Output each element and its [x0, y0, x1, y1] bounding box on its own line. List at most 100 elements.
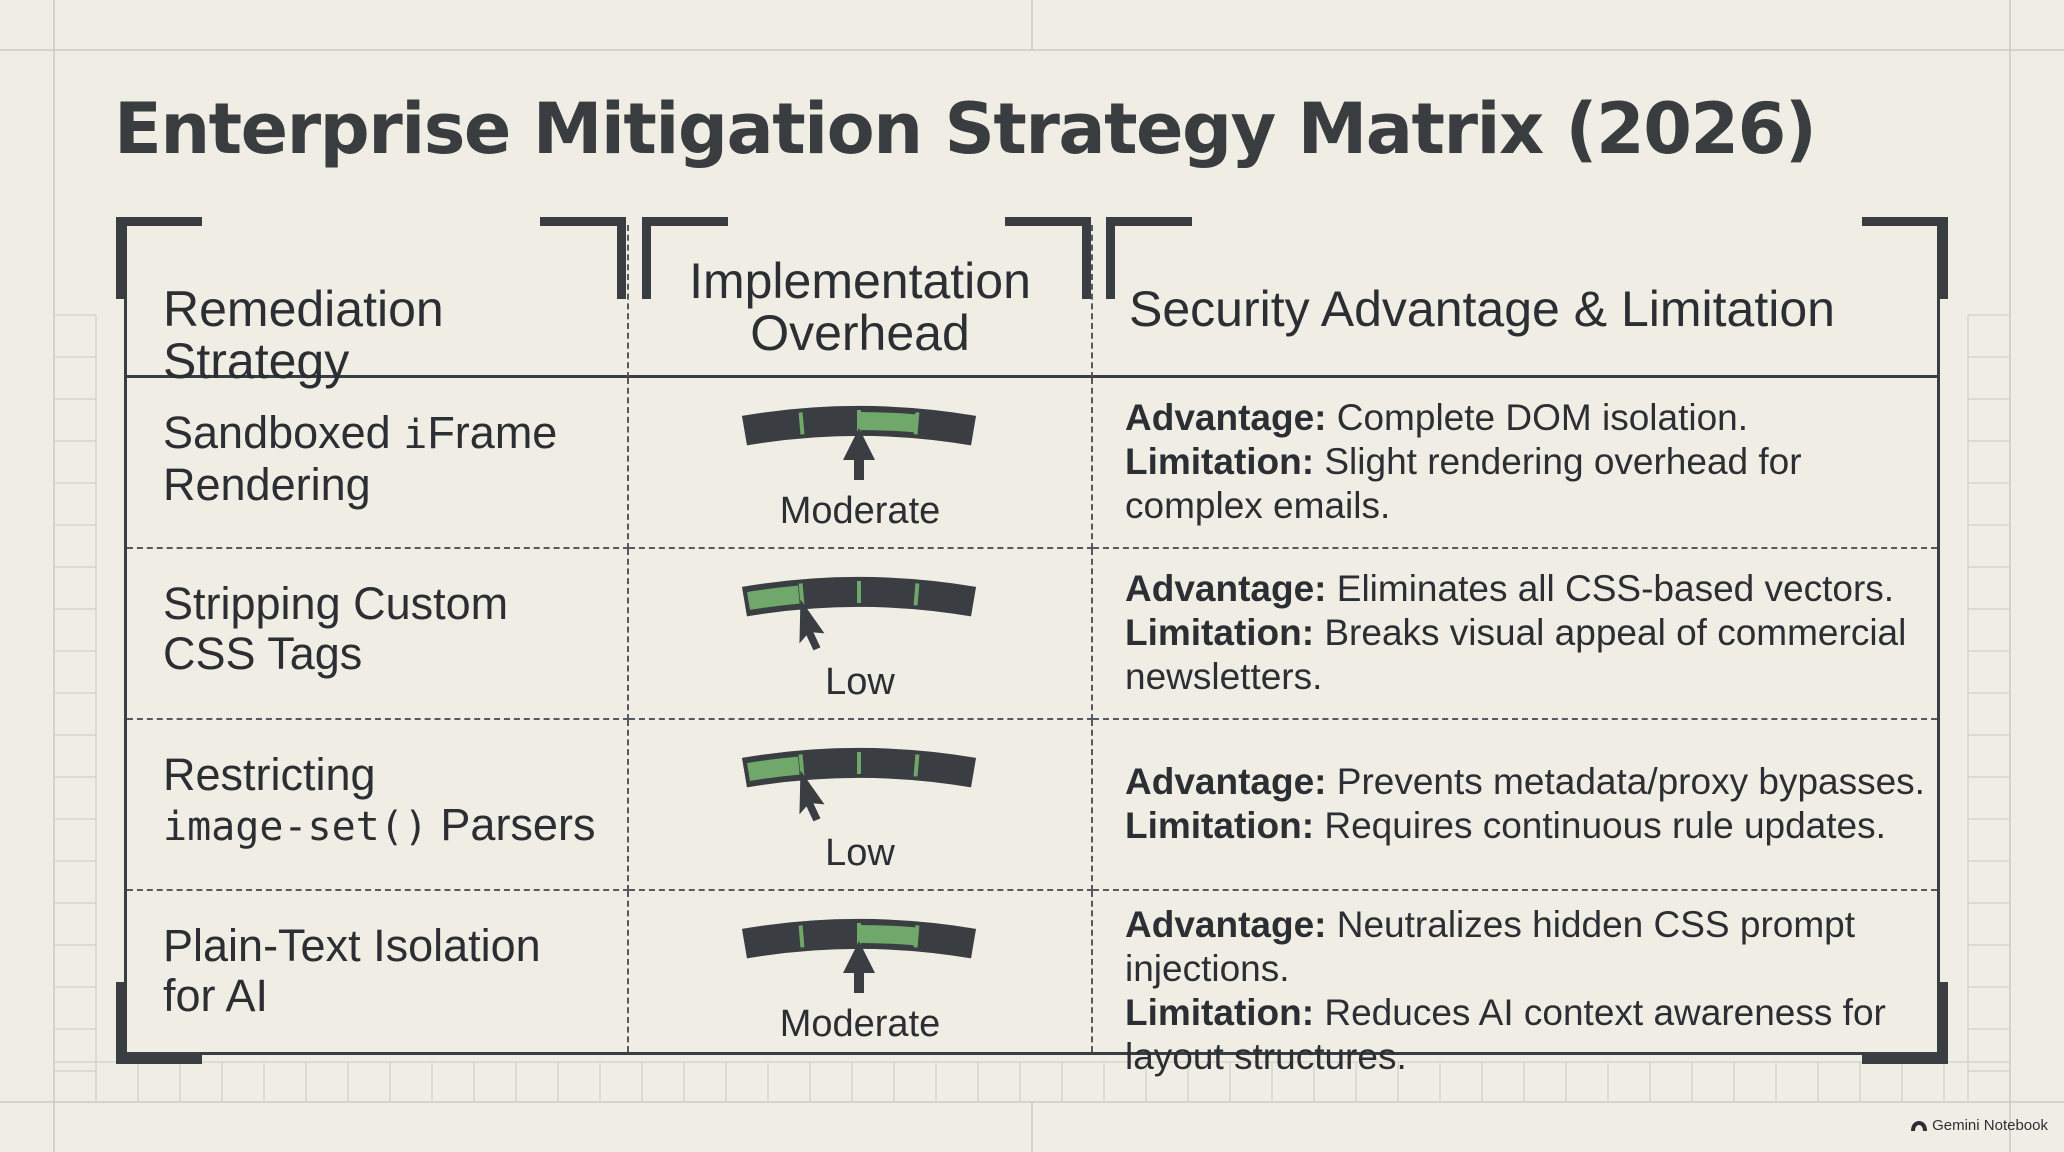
bracket-segment: [1939, 982, 1948, 1064]
security-text: Advantage: Prevents metadata/proxy bypas…: [1125, 760, 1945, 848]
advantage-text: Prevents metadata/proxy bypasses.: [1326, 761, 1925, 802]
page-title: Enterprise Mitigation Strategy Matrix (2…: [114, 88, 1817, 170]
header-overhead-line2: Overhead: [750, 305, 970, 361]
footer-brand: Gemini Notebook: [1910, 1117, 2048, 1134]
bracket-segment: [642, 217, 728, 226]
advantage-line: Advantage: Eliminates all CSS-based vect…: [1125, 567, 1945, 611]
strategy-label: Restricting image-set() Parsers: [163, 750, 595, 852]
row-1-security: Advantage: Complete DOM isolation. Limit…: [1093, 378, 1937, 549]
row-3-security: Advantage: Prevents metadata/proxy bypas…: [1093, 720, 1937, 891]
bracket-segment: [540, 217, 626, 226]
bracket-segment: [116, 1055, 202, 1064]
gauge-tick: [798, 583, 805, 606]
overhead-label: Moderate: [779, 490, 941, 532]
limitation-line: Limitation: Slight rendering overhead fo…: [1125, 440, 1945, 528]
strategy-matrix: Remediation Strategy Implementation Over…: [124, 225, 1940, 1077]
row-3-strategy: Restricting image-set() Parsers: [127, 720, 629, 891]
strategy-line1: Plain-Text Isolation: [163, 920, 541, 971]
gauge-tick: [913, 925, 920, 948]
limitation-line: Limitation: Reduces AI context awareness…: [1125, 991, 1955, 1079]
security-text: Advantage: Eliminates all CSS-based vect…: [1125, 567, 1945, 699]
strategy-label: Stripping Custom CSS Tags: [163, 579, 508, 679]
strategy-line2: image-set() Parsers: [163, 800, 595, 852]
advantage-line: Advantage: Prevents metadata/proxy bypas…: [1125, 760, 1945, 804]
limitation-text: Breaks visual appeal of commercial newsl…: [1125, 612, 1907, 697]
gauge-tick: [798, 754, 805, 777]
strategy-line1: Sandboxed iFrame: [163, 407, 558, 459]
advantage-text: Neutralizes hidden CSS prompt injections…: [1125, 904, 1856, 989]
bracket-segment: [116, 217, 125, 299]
notebook-icon: [1911, 1120, 1928, 1131]
bracket-segment: [1106, 217, 1192, 226]
gauge-fill: [860, 412, 918, 433]
row-2-security: Advantage: Eliminates all CSS-based vect…: [1093, 549, 1937, 720]
overhead-gauge: [741, 748, 977, 822]
bracket-segment: [1862, 1055, 1948, 1064]
limitation-keyword: Limitation:: [1125, 805, 1315, 846]
gauge-pointer-icon: [799, 599, 825, 651]
gauge-tick: [913, 583, 920, 606]
security-text: Advantage: Complete DOM isolation. Limit…: [1125, 396, 1945, 528]
overhead-label: Low: [825, 661, 895, 703]
overhead-gauge: [741, 919, 977, 993]
limitation-text: Requires continuous rule updates.: [1314, 805, 1886, 846]
bracket-segment: [1005, 217, 1091, 226]
advantage-text: Eliminates all CSS-based vectors.: [1326, 568, 1895, 609]
gauge-fill: [747, 585, 800, 610]
advantage-line: Advantage: Complete DOM isolation.: [1125, 396, 1945, 440]
footer-label: Gemini Notebook: [1932, 1117, 2048, 1134]
header-security: Security Advantage & Limitation: [1093, 225, 1937, 378]
security-text: Advantage: Neutralizes hidden CSS prompt…: [1125, 903, 1955, 1079]
advantage-keyword: Advantage:: [1125, 904, 1327, 945]
limitation-keyword: Limitation:: [1125, 441, 1315, 482]
bracket-segment: [1862, 217, 1948, 226]
advantage-keyword: Advantage:: [1125, 568, 1327, 609]
header-overhead-line1: Implementation: [689, 253, 1031, 309]
gauge-pointer-icon: [843, 941, 875, 993]
bracket-segment: [1939, 217, 1948, 299]
advantage-keyword: Advantage:: [1125, 761, 1327, 802]
bracket-segment: [116, 217, 202, 226]
strategy-label: Plain-Text Isolation for AI: [163, 921, 541, 1021]
strategy-line1: Restricting: [163, 749, 376, 800]
header-strategy: Remediation Strategy: [127, 225, 629, 387]
gauge-tick: [798, 412, 805, 435]
bracket-segment: [1106, 217, 1115, 299]
strategy-line2: for AI: [163, 970, 269, 1021]
header-overhead: Implementation Overhead: [629, 225, 1093, 378]
bracket-segment: [116, 982, 125, 1064]
gauge-fill: [860, 925, 918, 946]
strategy-code: i: [403, 412, 428, 458]
row-2-strategy: Stripping Custom CSS Tags: [127, 549, 629, 720]
gauge-pointer-icon: [843, 428, 875, 480]
gauge-tick: [913, 754, 920, 777]
bracket-segment: [617, 217, 626, 299]
bracket-segment: [1082, 217, 1091, 299]
limitation-keyword: Limitation:: [1125, 992, 1315, 1033]
overhead-gauge: [741, 406, 977, 480]
row-4-strategy: Plain-Text Isolation for AI: [127, 891, 629, 1052]
limitation-text: Reduces AI context awareness for layout …: [1125, 992, 1886, 1077]
strategy-line2: Rendering: [163, 459, 371, 510]
strategy-rest: Parsers: [427, 799, 596, 850]
header-strategy-label: Remediation Strategy: [163, 281, 444, 389]
header-overhead-label: Implementation Overhead: [629, 255, 1091, 359]
strategy-line1: Stripping Custom: [163, 578, 509, 629]
advantage-keyword: Advantage:: [1125, 397, 1327, 438]
overhead-gauge: [741, 577, 977, 651]
row-1-overhead: Moderate: [629, 378, 1093, 549]
strategy-label: Sandboxed iFrame Rendering: [163, 408, 557, 510]
row-4-overhead: Moderate: [629, 891, 1093, 1052]
limitation-keyword: Limitation:: [1125, 612, 1315, 653]
overhead-label: Low: [825, 832, 895, 874]
advantage-text: Complete DOM isolation.: [1326, 397, 1749, 438]
gauge-fill: [747, 756, 800, 781]
advantage-line: Advantage: Neutralizes hidden CSS prompt…: [1125, 903, 1955, 991]
gauge-tick: [798, 925, 805, 948]
strategy-line2: CSS Tags: [163, 628, 363, 679]
gauge-tick: [913, 412, 920, 435]
limitation-text: Slight rendering overhead for complex em…: [1125, 441, 1802, 526]
limitation-line: Limitation: Requires continuous rule upd…: [1125, 804, 1945, 848]
limitation-line: Limitation: Breaks visual appeal of comm…: [1125, 611, 1945, 699]
